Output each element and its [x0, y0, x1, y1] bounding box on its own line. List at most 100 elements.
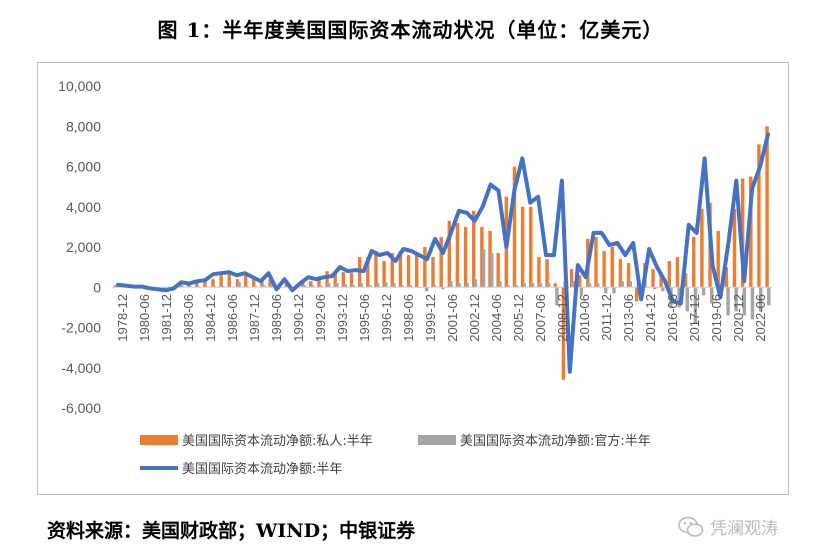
bar-private — [439, 236, 443, 288]
bar-official — [587, 283, 592, 288]
bar-official — [221, 286, 225, 288]
bar-official — [253, 286, 258, 288]
x-tick-label: 1980-06 — [137, 294, 152, 342]
bar-private — [406, 255, 411, 288]
legend-swatch-private — [140, 435, 178, 445]
bar-private — [610, 247, 614, 288]
bar-official — [424, 287, 429, 292]
x-tick-label: 2013-06 — [621, 294, 636, 342]
x-tick-label: 1996-12 — [379, 294, 394, 342]
bar-private — [203, 281, 207, 288]
bar-private — [594, 236, 598, 288]
bar-private — [545, 259, 549, 288]
bar-official — [547, 283, 551, 288]
chart-frame — [37, 62, 789, 495]
x-tick-label: 2011-12 — [599, 294, 614, 341]
bar-private — [496, 253, 500, 288]
chart-title: 图 1：半年度美国国际资本流动状况（单位：亿美元） — [157, 18, 664, 42]
bar-official — [327, 283, 331, 288]
legend-label-private: 美国国际资本流动净额:私人:半年 — [182, 434, 373, 449]
bar-official — [498, 281, 502, 288]
bar-official — [612, 287, 616, 294]
x-tick-label: 1984-12 — [203, 294, 218, 342]
bar-official — [538, 283, 543, 288]
bar-private — [749, 176, 753, 288]
watermark: 凭澜观涛 — [678, 514, 778, 539]
bar-private — [667, 261, 672, 288]
x-tick-label: 1989-06 — [269, 294, 284, 342]
bar-official — [579, 287, 584, 296]
bar-official — [441, 287, 445, 290]
bar-official — [473, 279, 478, 288]
x-tick-label: 2001-06 — [445, 294, 460, 342]
bar-private — [349, 273, 354, 288]
bar-official — [555, 287, 559, 306]
y-tick-label: 8,000 — [66, 118, 101, 134]
bar-official — [628, 281, 632, 288]
bar-private — [683, 273, 688, 288]
bar-private — [398, 251, 403, 288]
bar-private — [537, 257, 541, 288]
bar-official — [685, 287, 690, 312]
bar-official — [408, 285, 412, 288]
bar-private — [219, 275, 223, 288]
bar-official — [392, 283, 396, 288]
x-tick-label: 1983-06 — [181, 294, 196, 342]
bar-official — [188, 286, 192, 288]
legend-label-total: 美国国际资本流动净额:半年 — [182, 462, 342, 477]
bar-official — [367, 285, 372, 288]
x-tick-label: 2007-06 — [533, 294, 548, 342]
x-tick-label: 2014-12 — [643, 294, 658, 342]
bar-official — [261, 285, 266, 288]
bar-private — [472, 210, 476, 288]
bar-official — [351, 285, 355, 288]
bar-private — [618, 259, 623, 288]
legend-swatch-official — [418, 435, 456, 445]
bar-official — [302, 285, 307, 288]
bar-official — [310, 285, 315, 288]
bar-private — [447, 220, 452, 288]
legend: 美国国际资本流动净额:私人:半年 美国国际资本流动净额:官方:半年 美国国际资本… — [140, 433, 651, 477]
y-tick-label: 10,000 — [58, 78, 101, 94]
bar-official — [375, 283, 380, 288]
bar-private — [194, 282, 199, 288]
x-tick-label: 2008-12 — [555, 294, 570, 342]
bar-official — [750, 287, 755, 320]
bar-private — [520, 206, 525, 288]
bar-private — [577, 275, 582, 288]
x-tick-label: 1995-06 — [357, 294, 372, 342]
bar-official — [758, 287, 763, 312]
bar-private — [382, 261, 386, 288]
y-tick-label: 4,000 — [66, 199, 101, 215]
bar-official — [449, 281, 453, 288]
x-tick-label: 1978-12 — [115, 294, 130, 342]
bar-official — [400, 285, 404, 288]
bar-private — [390, 253, 394, 288]
bar-private — [626, 263, 631, 288]
bar-official — [359, 283, 364, 288]
bar-private — [341, 272, 346, 288]
y-axis: -6,000 -4,000 -2,000 0 2,000 4,000 6,000 8,000 1… — [58, 78, 101, 416]
bar-private — [602, 251, 606, 288]
bar-official — [506, 285, 510, 288]
bar-private — [243, 274, 248, 288]
bar-private — [227, 273, 232, 288]
bar-private — [463, 226, 468, 288]
x-tick-label: 2002-12 — [467, 294, 482, 342]
y-tick-label: -4,000 — [61, 360, 101, 376]
bar-official — [693, 287, 698, 324]
bar-official — [661, 287, 665, 292]
legend-label-official: 美国国际资本流动净额:官方:半年 — [460, 433, 651, 449]
y-tick-label: 6,000 — [66, 159, 101, 175]
line-total — [116, 132, 770, 374]
bar-private — [651, 269, 655, 288]
bar-official — [229, 286, 233, 288]
bar-official — [514, 285, 518, 288]
bar-private — [757, 144, 761, 288]
watermark-text: 凭澜观涛 — [710, 519, 778, 539]
y-tick-label: -6,000 — [61, 400, 101, 416]
bar-private — [724, 267, 729, 288]
bar-official — [595, 283, 600, 288]
bar-private — [300, 281, 305, 288]
